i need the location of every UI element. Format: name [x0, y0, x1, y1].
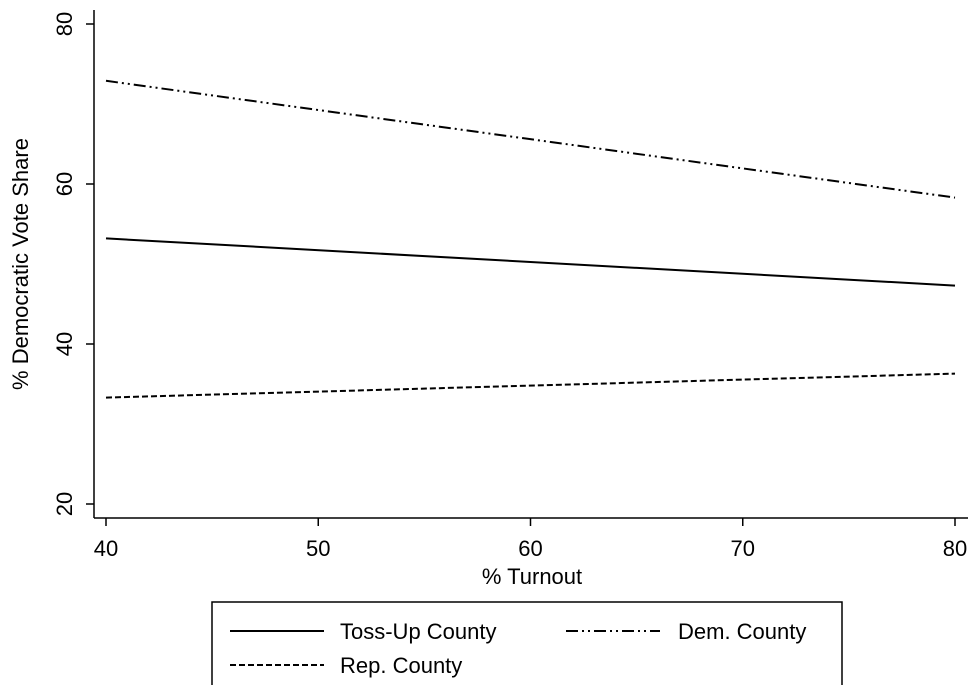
- x-tick-label: 70: [731, 536, 755, 561]
- series-line-dem-county: [105, 79, 956, 199]
- y-axis-label: % Democratic Vote Share: [8, 138, 33, 390]
- legend-box: [211, 601, 843, 685]
- series-line-rep-county: [105, 372, 956, 399]
- x-tick-label: 60: [518, 536, 542, 561]
- series-line-toss-up-county: [105, 237, 956, 287]
- x-axis-label: % Turnout: [482, 564, 582, 589]
- x-tick-label: 50: [306, 536, 330, 561]
- legend-label-toss-up: Toss-Up County: [340, 619, 497, 644]
- y-tick-label: 40: [52, 332, 77, 356]
- y-tick-label: 20: [52, 492, 77, 516]
- y-tick-label: 80: [52, 12, 77, 36]
- series-lines: [105, 79, 956, 399]
- y-ticks: 20 40 60 80: [52, 12, 94, 516]
- x-tick-label: 80: [943, 536, 967, 561]
- legend-label-dem: Dem. County: [678, 619, 806, 644]
- x-ticks: 40 50 60 70 80: [94, 518, 967, 561]
- x-tick-label: 40: [94, 536, 118, 561]
- legend: Toss-Up County Dem. County Rep. County: [211, 601, 843, 685]
- y-tick-label: 60: [52, 172, 77, 196]
- legend-label-rep: Rep. County: [340, 653, 462, 678]
